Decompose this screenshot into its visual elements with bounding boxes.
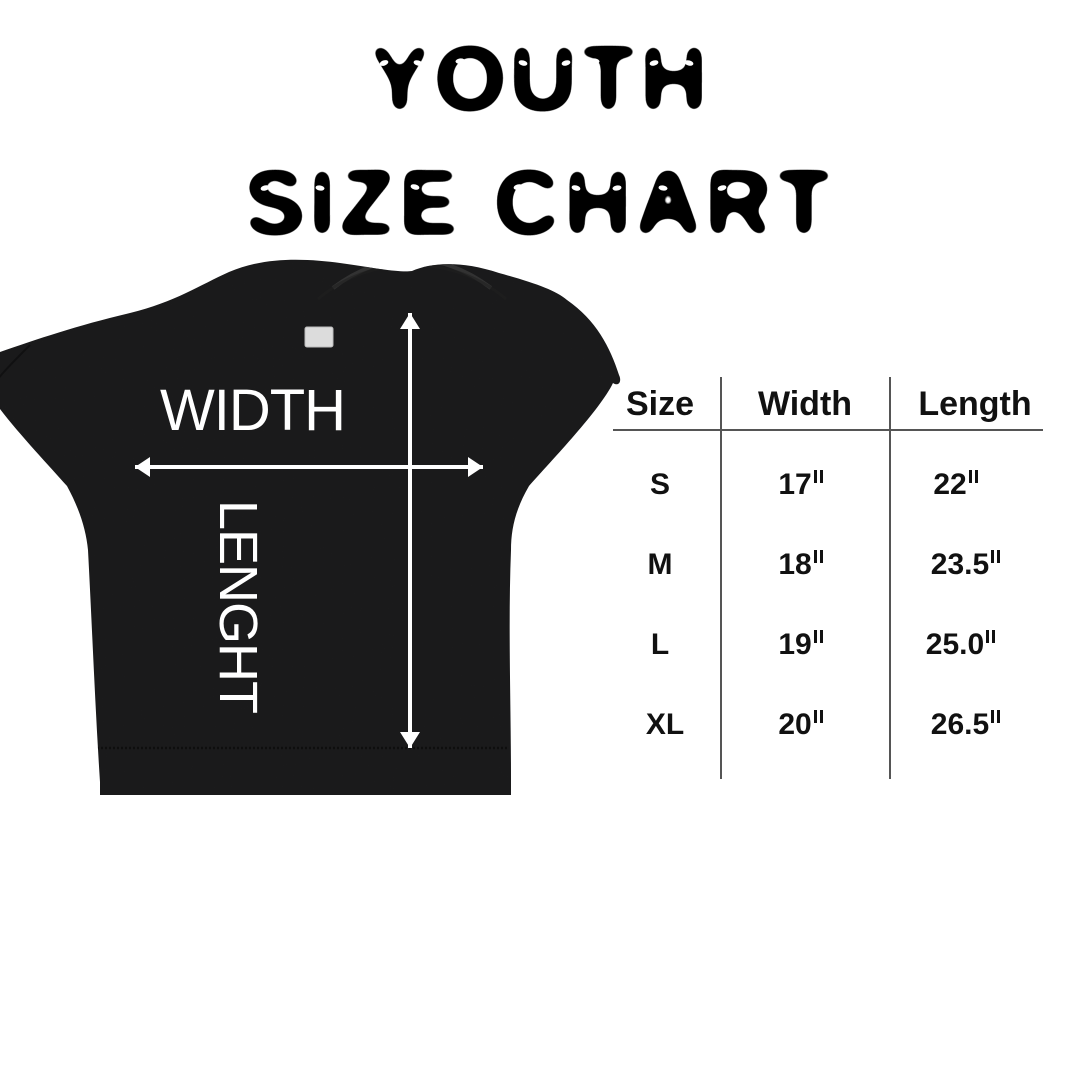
svg-text:26.5: 26.5 xyxy=(931,708,989,741)
svg-text:25.0: 25.0 xyxy=(926,628,984,661)
svg-text:18: 18 xyxy=(778,548,811,581)
svg-text:Size: Size xyxy=(626,385,694,423)
svg-text:23.5: 23.5 xyxy=(931,548,989,581)
svg-text:Length: Length xyxy=(918,385,1031,423)
svg-text:Width: Width xyxy=(758,385,852,423)
svg-text:17: 17 xyxy=(778,468,811,501)
svg-text:M: M xyxy=(648,548,673,581)
svg-text:20: 20 xyxy=(778,708,811,741)
svg-text:19: 19 xyxy=(778,628,811,661)
svg-text:XL: XL xyxy=(646,708,684,741)
svg-text:22: 22 xyxy=(933,468,966,501)
svg-text:S: S xyxy=(650,468,670,501)
svg-text:L: L xyxy=(651,628,669,661)
